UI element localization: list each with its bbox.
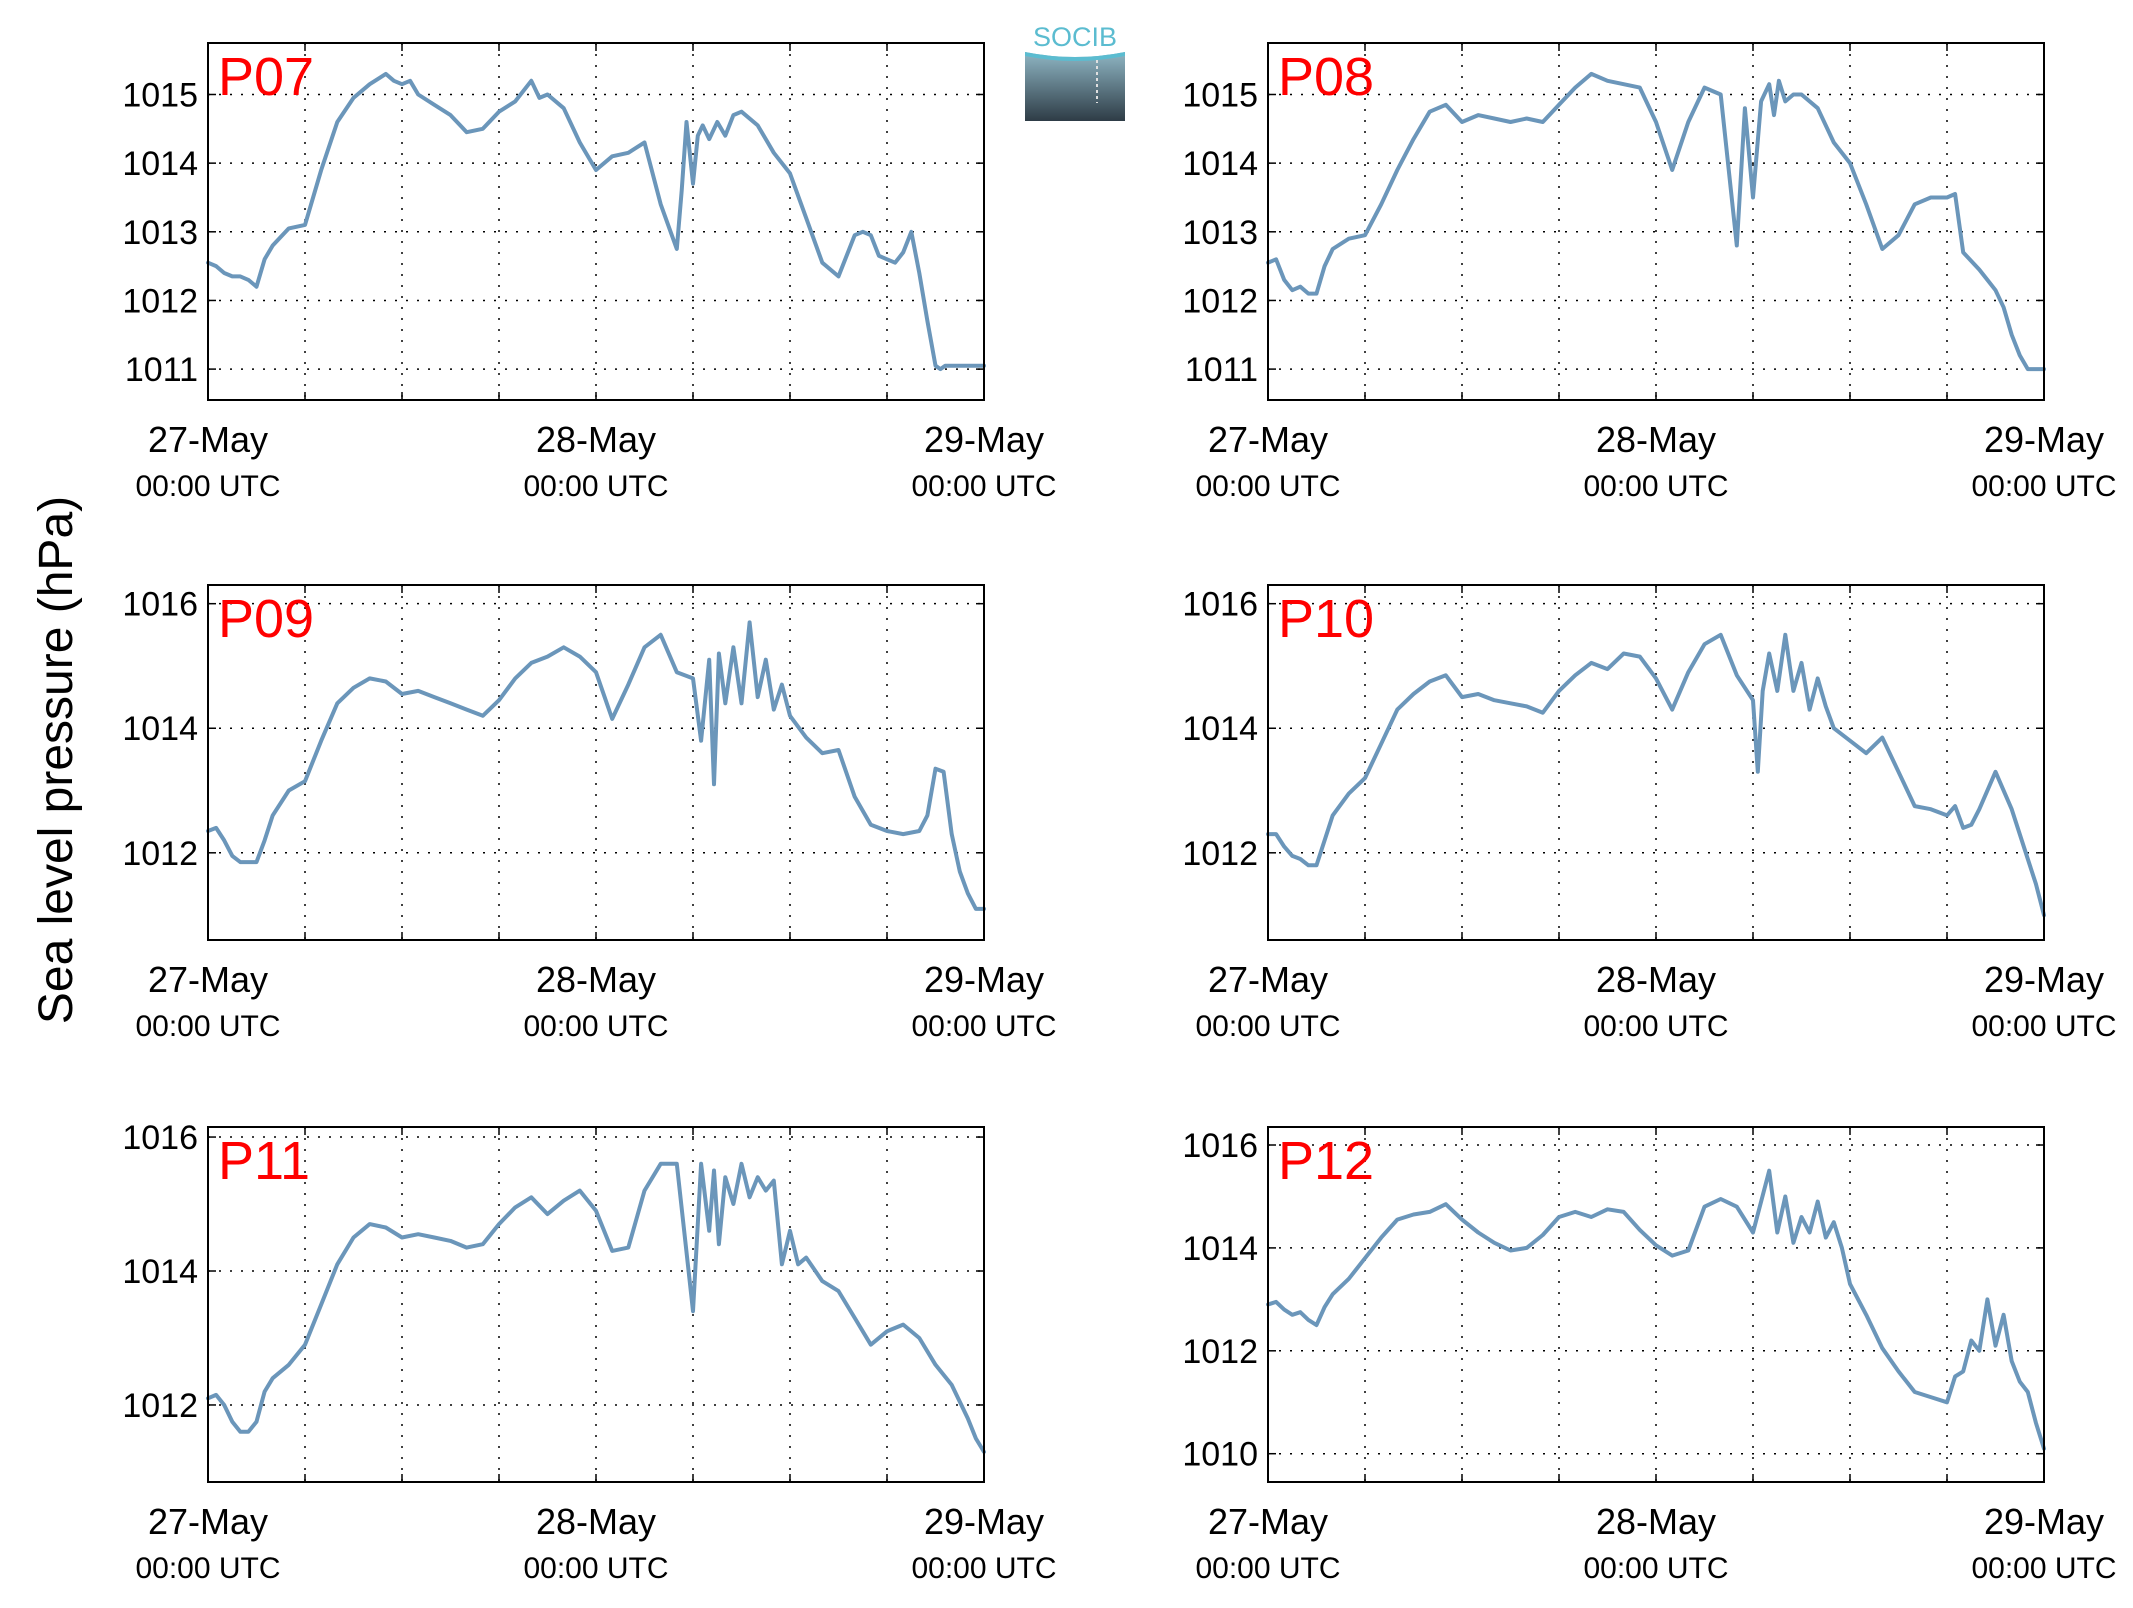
- x-tick-label-time: 00:00 UTC: [1583, 470, 1728, 503]
- x-tick-label-time: 00:00 UTC: [1195, 1552, 1340, 1585]
- x-tick-label-time: 00:00 UTC: [523, 1010, 668, 1043]
- x-tick-label-date: 27-May: [1208, 1501, 1328, 1542]
- chart-panel-p09: 1012 1014 1016 27-May 00:00 UTC 28-May 00:00 U…: [122, 584, 1057, 1043]
- x-tick-label-date: 27-May: [148, 1501, 268, 1542]
- x-tick-label-time: 00:00 UTC: [1971, 1552, 2116, 1585]
- y-tick-label: 1014: [1182, 710, 1258, 748]
- x-tick-label-time: 00:00 UTC: [1195, 1010, 1340, 1043]
- pressure-series-line: [206, 71, 986, 372]
- x-tick-label-time: 00:00 UTC: [523, 1552, 668, 1585]
- y-tick-label: 1016: [1182, 1127, 1258, 1165]
- x-tick-label-date: 29-May: [924, 419, 1044, 460]
- x-tick-label-date: 28-May: [536, 1501, 656, 1542]
- panel-label: P09: [218, 589, 314, 649]
- x-tick-label-date: 27-May: [1208, 419, 1328, 460]
- panel-label: P08: [1278, 47, 1374, 107]
- x-tick-label-time: 00:00 UTC: [1195, 470, 1340, 503]
- chart-panel-p08: 1011 1012 1013 1014 1015 27-May 00:00 UTC 28-Ma…: [1182, 42, 2117, 503]
- x-tick-label-date: 29-May: [924, 1501, 1044, 1542]
- y-tick-label: 1012: [122, 1387, 198, 1425]
- panel-label: P11: [218, 1131, 310, 1191]
- x-tick-label-date: 28-May: [1596, 1501, 1716, 1542]
- y-tick-label: 1014: [122, 145, 198, 183]
- socib-logo-text: SOCIB: [1033, 22, 1117, 52]
- x-tick-label-date: 28-May: [1596, 959, 1716, 1000]
- socib-logo-icon: SOCIB: [1025, 22, 1125, 121]
- y-tick-label: 1012: [1182, 282, 1258, 320]
- axes-frame: [207, 584, 985, 941]
- axes-frame: [207, 1126, 985, 1483]
- x-tick-label-date: 28-May: [536, 959, 656, 1000]
- x-tick-label-date: 28-May: [536, 419, 656, 460]
- axes-frame: [1267, 42, 2045, 401]
- y-tick-label: 1010: [1182, 1436, 1258, 1474]
- panel-label: P12: [1278, 1131, 1374, 1191]
- y-tick-label: 1015: [122, 76, 198, 114]
- x-tick-label-date: 29-May: [924, 959, 1044, 1000]
- y-tick-label: 1014: [1182, 145, 1258, 183]
- axes-frame: [1267, 1126, 2045, 1483]
- x-tick-label-time: 00:00 UTC: [1583, 1552, 1728, 1585]
- y-tick-label: 1011: [125, 351, 198, 389]
- x-tick-label-time: 00:00 UTC: [911, 470, 1056, 503]
- panels-layer: 1011 1012 1013 1014 1015 27-May 00:00 UTC 28-Ma…: [122, 42, 2117, 1585]
- panel-label: P07: [218, 47, 314, 107]
- axes-frame: [207, 42, 985, 401]
- x-tick-label-date: 27-May: [148, 959, 268, 1000]
- chart-panel-p07: 1011 1012 1013 1014 1015 27-May 00:00 UTC 28-Ma…: [122, 42, 1057, 503]
- pressure-series-line: [1266, 71, 2046, 372]
- y-tick-label: 1016: [122, 586, 198, 624]
- y-tick-label: 1012: [1182, 1333, 1258, 1371]
- x-tick-label-time: 00:00 UTC: [135, 470, 280, 503]
- axes-frame: [1267, 584, 2045, 941]
- x-tick-label-time: 00:00 UTC: [1971, 1010, 2116, 1043]
- socib-logo: SOCIB: [1025, 18, 1125, 121]
- x-tick-label-time: 00:00 UTC: [1583, 1010, 1728, 1043]
- x-tick-label-date: 29-May: [1984, 959, 2104, 1000]
- y-tick-label: 1014: [122, 1253, 198, 1291]
- x-tick-label-time: 00:00 UTC: [911, 1010, 1056, 1043]
- chart-panel-p10: 1012 1014 1016 27-May 00:00 UTC 28-May 00:00 U…: [1182, 584, 2117, 1043]
- x-tick-label-date: 28-May: [1596, 419, 1716, 460]
- y-tick-label: 1012: [122, 835, 198, 873]
- y-tick-label: 1014: [122, 710, 198, 748]
- plot-area: [208, 43, 984, 400]
- y-tick-label: 1012: [1182, 835, 1258, 873]
- chart-panel-p11: 1012 1014 1016 27-May 00:00 UTC 28-May 00:00 U…: [122, 1119, 1056, 1585]
- x-tick-label-time: 00:00 UTC: [911, 1552, 1056, 1585]
- x-tick-label-date: 29-May: [1984, 1501, 2104, 1542]
- y-tick-label: 1013: [1182, 214, 1258, 252]
- y-tick-label: 1015: [1182, 76, 1258, 114]
- y-tick-label: 1014: [1182, 1230, 1258, 1268]
- x-tick-label-date: 27-May: [148, 419, 268, 460]
- y-tick-label: 1012: [122, 282, 198, 320]
- x-tick-label-time: 00:00 UTC: [1971, 470, 2116, 503]
- x-tick-label-time: 00:00 UTC: [523, 470, 668, 503]
- panel-label: P10: [1278, 589, 1374, 649]
- plot-area: [1268, 43, 2044, 400]
- y-tick-label: 1011: [1185, 351, 1258, 389]
- x-tick-label-time: 00:00 UTC: [135, 1552, 280, 1585]
- chart-panel-p12: 1010 1012 1014 1016 27-May 00:00 UTC 28-May 00:…: [1182, 1126, 2117, 1585]
- pressure-series-line: [1266, 632, 2046, 918]
- x-tick-label-time: 00:00 UTC: [135, 1010, 280, 1043]
- x-tick-label-date: 29-May: [1984, 419, 2104, 460]
- pressure-series-line: [1266, 1168, 2046, 1451]
- x-tick-label-date: 27-May: [1208, 959, 1328, 1000]
- y-tick-label: 1016: [122, 1119, 198, 1157]
- y-axis-label: Sea level pressure (hPa): [30, 496, 83, 1024]
- pressure-series-line: [206, 1161, 986, 1454]
- y-tick-label: 1013: [122, 214, 198, 252]
- y-tick-label: 1016: [1182, 586, 1258, 624]
- pressure-series-line: [206, 620, 986, 911]
